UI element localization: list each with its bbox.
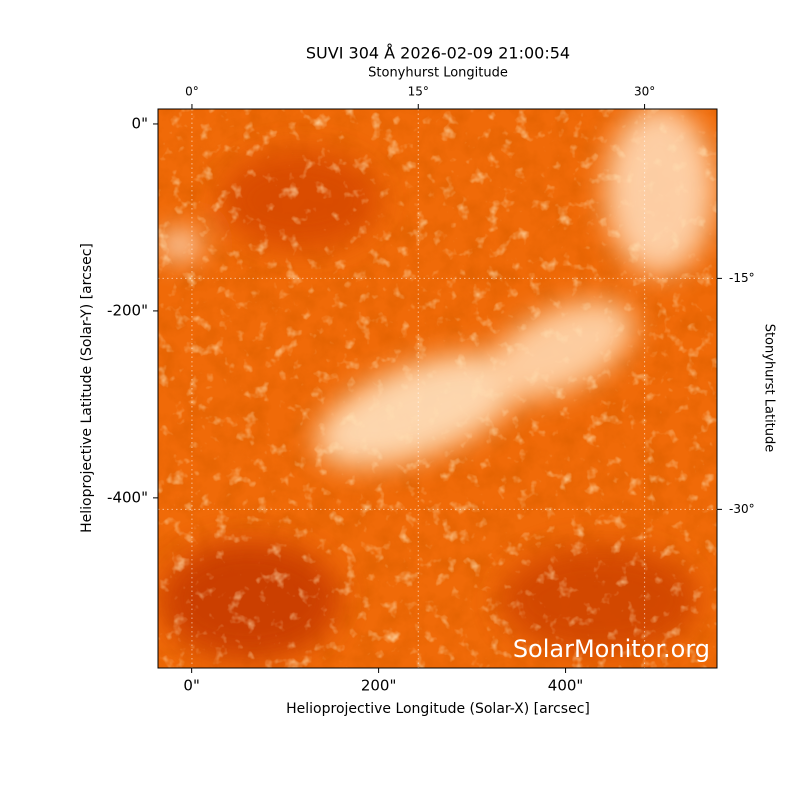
solar-image [158, 109, 717, 668]
y-tick-label: -400" [107, 488, 148, 506]
plot-frame [157, 108, 718, 669]
y2-tick-label: -30° [729, 502, 755, 516]
coordinate-grid [158, 109, 717, 668]
x2-tick-label: 15° [408, 85, 429, 99]
x-tick-label: 400" [548, 677, 584, 695]
x-tick-label: 200" [361, 677, 397, 695]
y-label: Helioprojective Latitude (Solar-Y) [arcs… [79, 243, 95, 533]
watermark: SolarMonitor.org [513, 635, 710, 663]
x2-tick-label: 0° [185, 85, 199, 99]
y-tick-label: 0" [132, 114, 148, 132]
x2-label: Stonyhurst Longitude [368, 66, 508, 81]
x-tick-label: 0" [183, 677, 199, 695]
x-label: Helioprojective Longitude (Solar-X) [arc… [286, 701, 590, 717]
y2-label: Stonyhurst Latitude [762, 324, 777, 453]
y-tick-label: -200" [107, 301, 148, 319]
x2-tick-label: 30° [634, 85, 655, 99]
y2-tick-label: -15° [729, 271, 755, 285]
chart-title: SUVI 304 Å 2026-02-09 21:00:54 [306, 44, 570, 63]
